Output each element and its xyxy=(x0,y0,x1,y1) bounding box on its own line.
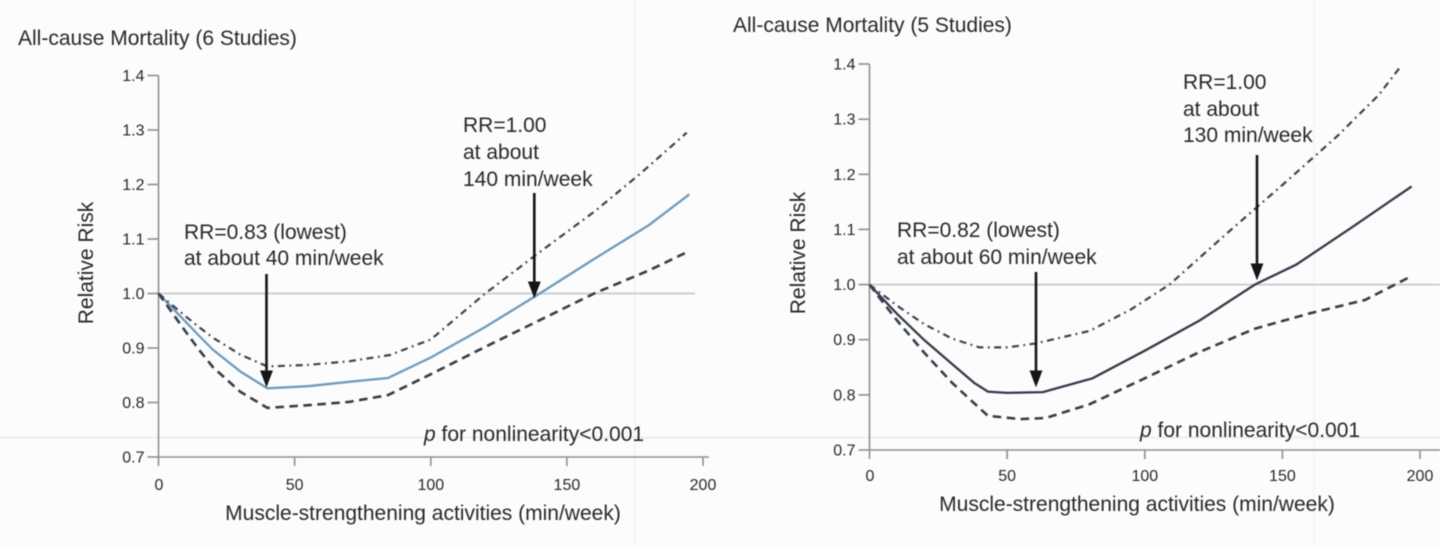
svg-text:0.8: 0.8 xyxy=(122,395,144,412)
svg-text:200: 200 xyxy=(1407,468,1434,485)
svg-text:130 min/week: 130 min/week xyxy=(1183,124,1313,147)
svg-text:at about 40 min/week: at about 40 min/week xyxy=(184,247,384,270)
svg-text:RR=1.00: RR=1.00 xyxy=(1183,71,1266,94)
svg-text:1.4: 1.4 xyxy=(122,68,144,85)
svg-text:1.2: 1.2 xyxy=(122,177,144,194)
svg-text:RR=1.00: RR=1.00 xyxy=(463,114,546,137)
svg-text:RR=0.82 (lowest): RR=0.82 (lowest) xyxy=(897,219,1060,242)
svg-text:200: 200 xyxy=(690,477,717,494)
svg-text:150: 150 xyxy=(554,477,581,494)
svg-text:Relative Risk: Relative Risk xyxy=(787,191,810,314)
svg-text:150: 150 xyxy=(1269,468,1296,485)
svg-text:All-cause Mortality (5 Studies: All-cause Mortality (5 Studies) xyxy=(733,14,1012,37)
svg-text:100: 100 xyxy=(1131,468,1158,485)
svg-text:Muscle-strengthening activitie: Muscle-strengthening activities (min/wee… xyxy=(225,502,621,525)
svg-text:0: 0 xyxy=(866,468,875,485)
svg-text:RR=0.83 (lowest): RR=0.83 (lowest) xyxy=(184,221,347,244)
svg-text:1.2: 1.2 xyxy=(833,167,855,184)
svg-text:1.0: 1.0 xyxy=(122,286,144,303)
svg-text:0.9: 0.9 xyxy=(122,341,144,358)
svg-text:0: 0 xyxy=(155,477,164,494)
svg-text:p for nonlinearity<0.001: p for nonlinearity<0.001 xyxy=(1139,419,1360,442)
svg-text:1.3: 1.3 xyxy=(833,112,855,129)
svg-text:0.9: 0.9 xyxy=(833,332,855,349)
svg-text:Relative Risk: Relative Risk xyxy=(75,201,98,324)
svg-text:1.4: 1.4 xyxy=(833,57,855,74)
svg-text:Muscle-strengthening activitie: Muscle-strengthening activities (min/wee… xyxy=(939,493,1335,516)
svg-text:p for nonlinearity<0.001: p for nonlinearity<0.001 xyxy=(423,423,644,446)
svg-text:1.1: 1.1 xyxy=(122,232,144,249)
svg-text:0.7: 0.7 xyxy=(833,443,855,460)
svg-text:1.0: 1.0 xyxy=(833,277,855,294)
svg-text:at about: at about xyxy=(463,141,539,164)
svg-text:50: 50 xyxy=(286,477,304,494)
svg-text:50: 50 xyxy=(998,468,1016,485)
svg-text:100: 100 xyxy=(417,477,444,494)
svg-text:at about: at about xyxy=(1183,98,1259,121)
svg-text:140 min/week: 140 min/week xyxy=(463,168,593,191)
svg-text:1.3: 1.3 xyxy=(122,123,144,140)
svg-text:All-cause Mortality (6 Studies: All-cause Mortality (6 Studies) xyxy=(18,27,297,50)
svg-text:0.7: 0.7 xyxy=(122,450,144,467)
svg-text:at about 60 min/week: at about 60 min/week xyxy=(897,246,1097,269)
svg-text:1.1: 1.1 xyxy=(833,222,855,239)
svg-text:0.8: 0.8 xyxy=(833,387,855,404)
